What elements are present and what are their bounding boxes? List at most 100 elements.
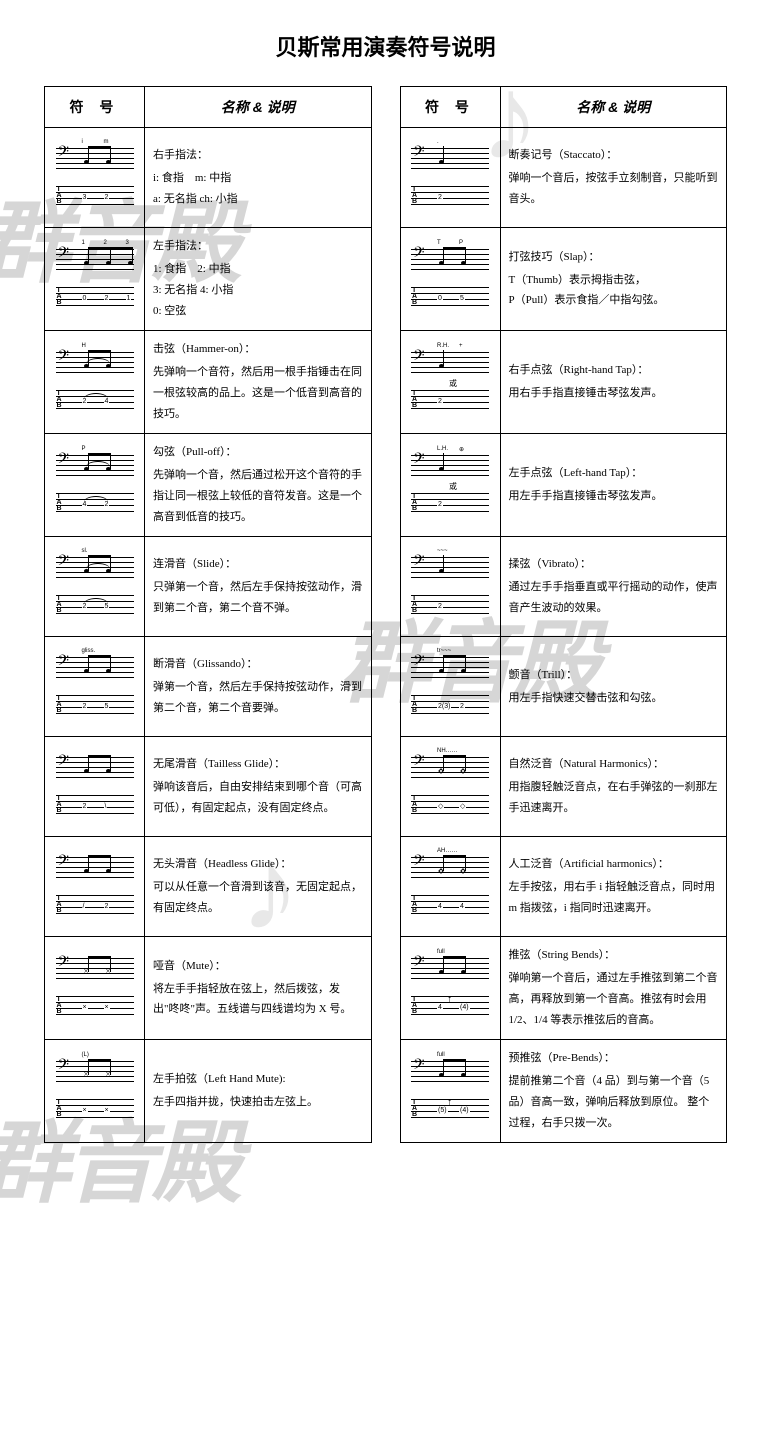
table-row: 𝄢TAB/2无头滑音（Headless Glide）：可以从任意一个音滑到该音，… [45,837,371,937]
symbol-cell: 𝄢TPTAB05 [401,228,501,330]
notation-glyph: 𝄢××TAB×× [52,952,138,1024]
table-row: 𝄢123TAB021左手指法：1: 食指 2: 中指3: 无名指 4: 小指0:… [45,228,371,331]
notation-annotation: R.H. [437,343,449,349]
tab-number: × [104,1004,110,1011]
bass-clef-icon: 𝄢 [58,653,70,671]
notation-annotation: H [82,343,86,349]
tab-label-icon: TAB [57,187,62,205]
bass-clef-icon: 𝄢 [58,144,70,162]
description-cell: 左手指法：1: 食指 2: 中指3: 无名指 4: 小指0: 空弦 [145,228,371,330]
notation-glyph: 𝄢sl.TAB25 [52,551,138,623]
right-column: 符 号 名称 & 说明 𝄢.TAB2断奏记号（Staccato）：弹响一个音后，… [400,86,728,1143]
tab-number: 2 [437,398,443,405]
tab-number: 0 [82,295,88,302]
table-row: 𝄢sl.TAB25连滑音（Slide）：只弹第一个音，然后左手保持按弦动作，滑到… [45,537,371,637]
description-cell: 颤音（Trill）：用左手指快速交替击弦和勾弦。 [501,637,727,736]
tab-label-icon: TAB [412,896,417,914]
notation-glyph: 𝄢~~~TAB2 [407,551,493,623]
notation-glyph: 𝄢fullTAB(5)(4)↑ [407,1055,493,1127]
notation-annotation: . [437,139,439,145]
tab-label-icon: TAB [412,796,417,814]
tab-number: 2 [437,603,443,610]
table-row: 𝄢gliss.TAB25 断滑音（Glissando）：弹第一个音，然后左手保持按… [45,637,371,737]
technique-body: 弹响一个音后，按弦手立刻制音，只能听到音头。 [509,168,719,210]
table-row: 𝄢AH……TAB44人工泛音（Artificial harmonics）：左手按… [401,837,727,937]
technique-body: 提前推第二个音（4 品）到与第一个音（5 品）音高一致，弹响后释放到原位。 整个… [509,1071,719,1134]
technique-title: 打弦技巧（Slap）： [509,247,719,268]
notation-annotation: + [459,343,463,349]
notation-glyph: 𝄢HTAB24 [52,346,138,418]
tab-number: 5 [104,703,110,710]
table-row: 𝄢R.H.+TAB2或右手点弦（Right-hand Tap）：用右手手指直接锤… [401,331,727,434]
technique-body: 先弹响一个音，然后通过松开这个音符的手指让同一根弦上较低的音符发音。这是一个高音… [153,465,363,528]
table-row: 𝄢TAB2\无尾滑音（Tailless Glide）：弹响该音后，自由安排结束到… [45,737,371,837]
bass-clef-icon: 𝄢 [413,144,425,162]
description-cell: 左手拍弦（Left Hand Mute):左手四指并拢，快速拍击左弦上。 [145,1040,371,1142]
tab-number: 4 [437,1004,443,1011]
tab-number: × [82,1107,88,1114]
tab-number: 2 [437,194,443,201]
col-header-symbol: 符 号 [45,87,145,127]
technique-title: 断奏记号（Staccato）： [509,145,719,166]
technique-body: 用左手手指直接锤击琴弦发声。 [509,486,719,507]
technique-title: 击弦（Hammer-on）： [153,339,363,360]
columns-wrap: 符 号 名称 & 说明 𝄢imTAB32右手指法：i: 食指 m: 中指a: 无… [44,86,727,1143]
description-cell: 连滑音（Slide）：只弹第一个音，然后左手保持按弦动作，滑到第二个音，第二个音… [145,537,371,636]
tab-label-icon: TAB [412,997,417,1015]
table-row: 𝄢fullTAB(5)(4)↑预推弦（Pre-Bends）：提前推第二个音（4 … [401,1040,727,1142]
tab-number: \ [104,803,108,810]
tab-number: (5) [437,1107,448,1114]
notation-glyph: 𝄢fullTAB4(4)↑ [407,952,493,1024]
notation-glyph: 𝄢××(L)TAB×× [52,1055,138,1127]
symbol-cell: 𝄢××(L)TAB×× [45,1040,145,1142]
left-column: 符 号 名称 & 说明 𝄢imTAB32右手指法：i: 食指 m: 中指a: 无… [44,86,372,1143]
technique-body: 弹第一个音，然后左手保持按弦动作，滑到第二个音，第二个音要弹。 [153,677,363,719]
notation-annotation: ~~~ [437,548,448,554]
tab-number: × [104,1107,110,1114]
description-cell: 揉弦（Vibrato）：通过左手手指垂直或平行摇动的动作，使声音产生波动的效果。 [501,537,727,636]
notation-glyph: 𝄢tr~~~TAB2(3)2 [407,651,493,723]
technique-body: 用右手手指直接锤击琴弦发声。 [509,383,719,404]
notation-glyph: 𝄢TAB2\ [52,751,138,823]
tab-number: 2 [104,295,110,302]
tab-label-icon: TAB [412,696,417,714]
description-cell: 断奏记号（Staccato）：弹响一个音后，按弦手立刻制音，只能听到音头。 [501,128,727,227]
tab-number: 0 [437,295,443,302]
notation-annotation: AH…… [437,848,457,854]
technique-title: 颤音（Trill）： [509,665,719,686]
notation-glyph: 𝄢PTAB42 [52,449,138,521]
symbol-cell: 𝄢sl.TAB25 [45,537,145,636]
notation-annotation: 2 [104,240,107,246]
symbol-cell: 𝄢~~~TAB2 [401,537,501,636]
description-cell: 击弦（Hammer-on）：先弹响一个音符，然后用一根手指锤击在同一根弦较高的品… [145,331,371,433]
technique-body: i: 食指 m: 中指a: 无名指 ch: 小指 [153,168,363,210]
table-row: 𝄢NH……TAB◇◇自然泛音（Natural Harmonics）：用指腹轻触泛… [401,737,727,837]
tab-number: (4) [459,1107,470,1114]
tab-label-icon: TAB [412,187,417,205]
notation-glyph: 𝄢NH……TAB◇◇ [407,751,493,823]
notation-glyph: 𝄢R.H.+TAB2或 [407,346,493,418]
tab-label-icon: TAB [412,288,417,306]
bass-clef-icon: 𝄢 [58,1057,70,1075]
col-header-desc: 名称 & 说明 [145,87,371,127]
notation-annotation: P [459,240,463,246]
tab-label-icon: TAB [57,391,62,409]
description-cell: 推弦（String Bends）：弹响第一个音后，通过左手推弦到第二个音高，再释… [501,937,727,1039]
notation-annotation: full [437,1052,445,1058]
technique-body: 用左手指快速交替击弦和勾弦。 [509,688,719,709]
symbol-cell: 𝄢L.H.⊕TAB2或 [401,434,501,536]
bass-clef-icon: 𝄢 [413,653,425,671]
description-cell: 自然泛音（Natural Harmonics）：用指腹轻触泛音点，在右手弹弦的一… [501,737,727,836]
tab-number: 2(3) [437,703,451,710]
symbol-cell: 𝄢AH……TAB44 [401,837,501,936]
tab-label-icon: TAB [412,596,417,614]
technique-title: 左手点弦（Left-hand Tap）： [509,463,719,484]
description-cell: 无尾滑音（Tailless Glide）：弹响该音后，自由安排结束到哪个音（可高… [145,737,371,836]
symbol-cell: 𝄢gliss.TAB25 [45,637,145,736]
technique-body: 先弹响一个音符，然后用一根手指锤击在同一根弦较高的品上。这是一个低音到高音的技巧… [153,362,363,425]
technique-title: 断滑音（Glissando）： [153,654,363,675]
tab-number: 2 [104,903,110,910]
table-row: 𝄢tr~~~TAB2(3)2颤音（Trill）：用左手指快速交替击弦和勾弦。 [401,637,727,737]
technique-title: 连滑音（Slide）： [153,554,363,575]
symbol-cell: 𝄢TAB2\ [45,737,145,836]
